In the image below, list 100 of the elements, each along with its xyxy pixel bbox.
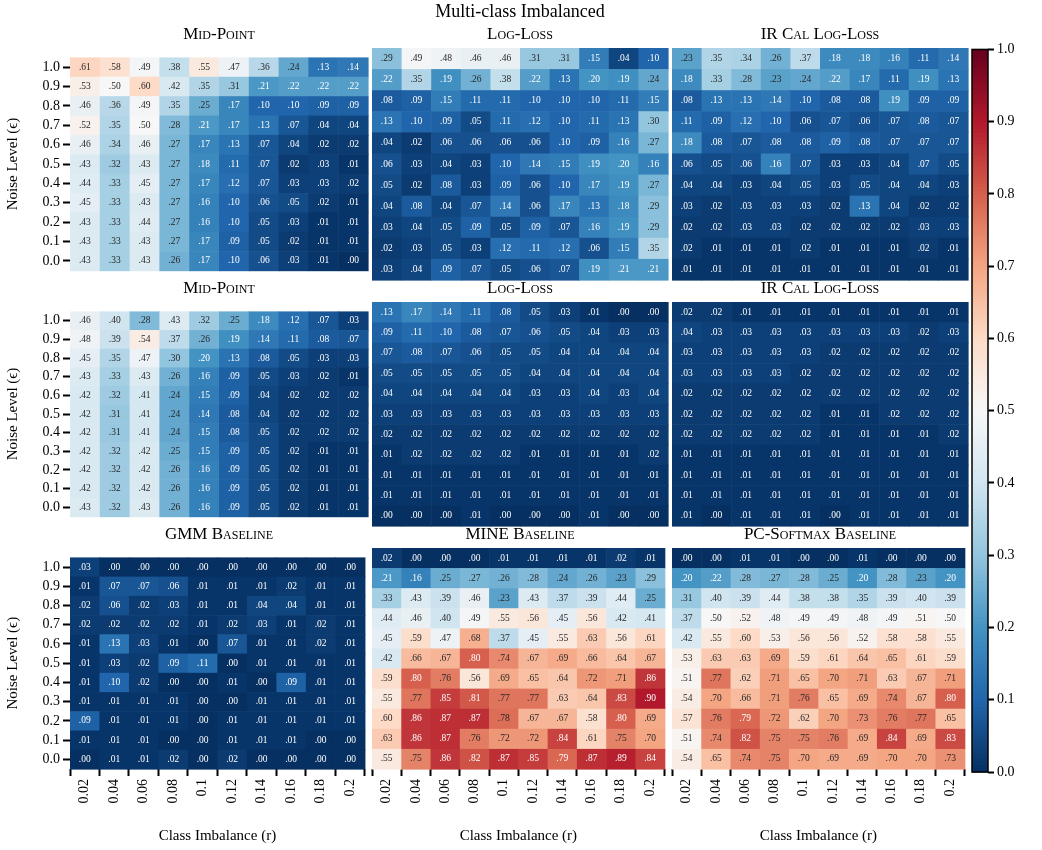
data-label: .76	[439, 673, 452, 684]
data-label: .01	[710, 489, 723, 500]
data-label: .51	[680, 733, 693, 744]
data-label: .35	[108, 352, 121, 363]
color-bar-label: 0.2	[997, 619, 1015, 635]
data-label: .00	[167, 676, 180, 687]
data-label: .50	[709, 612, 723, 623]
color-bar-label: 0.7	[997, 257, 1015, 273]
data-label: .42	[78, 389, 92, 400]
data-label: .09	[78, 715, 91, 726]
data-label: .07	[226, 638, 239, 649]
data-label: .16	[617, 137, 630, 148]
data-label: .11	[588, 116, 601, 127]
data-label: .00	[410, 510, 423, 521]
data-label: .04	[528, 367, 541, 378]
data-label: .06	[469, 137, 482, 148]
data-label: .01	[947, 510, 960, 521]
data-label: .02	[680, 388, 693, 399]
data-label: .31	[108, 408, 121, 419]
data-label: .38	[827, 592, 840, 603]
data-label: .00	[914, 552, 928, 563]
data-label: .45	[138, 177, 151, 188]
data-label: .42	[380, 653, 393, 663]
data-label: .07	[469, 263, 482, 274]
data-label: .04	[647, 367, 660, 378]
data-label: .29	[380, 53, 393, 64]
data-label: .11	[196, 657, 209, 668]
data-label: .05	[858, 179, 871, 190]
data-label: .09	[227, 445, 241, 456]
data-label: .02	[380, 242, 393, 253]
data-label: .41	[138, 389, 151, 400]
x-axis-title: Class Imbalance (r)	[459, 826, 578, 844]
data-label: .01	[947, 449, 960, 460]
data-label: .24	[287, 61, 300, 72]
data-label: .49	[138, 100, 151, 111]
data-label: .87	[585, 753, 598, 764]
data-label: .42	[168, 80, 181, 91]
data-label: .56	[527, 612, 540, 623]
y-tick-label: 0.4	[42, 424, 60, 440]
data-label: .42	[78, 427, 92, 438]
data-label: .08	[858, 95, 871, 106]
data-label: .01	[680, 263, 693, 274]
data-label: .02	[710, 221, 723, 232]
data-label: .06	[528, 200, 541, 211]
data-label: .02	[347, 408, 360, 419]
data-label: .14	[769, 95, 782, 106]
data-label: .01	[317, 255, 330, 266]
data-label: .13	[740, 95, 753, 106]
data-label: .05	[528, 347, 541, 358]
data-label: .01	[285, 657, 298, 668]
data-label: .01	[769, 242, 782, 253]
data-label: .42	[78, 464, 92, 475]
data-label: .70	[885, 753, 898, 764]
data-label: .01	[947, 469, 960, 480]
chart-title: GMM Baseline	[163, 523, 275, 545]
data-label: .27	[647, 179, 660, 190]
data-label: .54	[138, 333, 151, 344]
data-label: .03	[710, 327, 723, 338]
data-label: .02	[614, 552, 628, 563]
data-label: .87	[497, 753, 510, 764]
chart-title: Mid-Point	[182, 277, 256, 299]
y-tick-label: 1.0	[42, 558, 60, 574]
data-label: .01	[888, 510, 901, 521]
data-label: .00	[440, 510, 453, 521]
data-label: .08	[227, 408, 241, 419]
data-label: .12	[558, 242, 571, 253]
data-label: .00	[885, 552, 898, 563]
data-label: .14	[440, 306, 453, 317]
data-label: .12	[499, 242, 512, 253]
data-label: .50	[138, 119, 151, 130]
data-label: .05	[380, 179, 393, 190]
data-label: .00	[196, 696, 209, 707]
data-label: .01	[947, 306, 960, 317]
data-label: .01	[527, 552, 540, 563]
data-label: .28	[168, 119, 181, 130]
data-label: .02	[137, 676, 150, 687]
data-label: .01	[828, 449, 841, 460]
data-label: .11	[287, 333, 300, 344]
data-label: .62	[739, 673, 752, 684]
data-label: .02	[558, 428, 571, 439]
data-label: .01	[799, 306, 812, 317]
data-label: .01	[344, 715, 357, 726]
data-label: .75	[768, 733, 781, 744]
color-bar-label: 0.3	[997, 546, 1015, 562]
data-label: .13	[588, 200, 601, 211]
data-label: .03	[108, 657, 121, 668]
y-tick-label: 1.0	[42, 58, 60, 74]
data-label: .02	[287, 236, 300, 247]
data-label: .01	[769, 469, 782, 480]
data-label: .05	[947, 158, 960, 169]
data-label: .43	[138, 197, 151, 208]
data-label: .76	[797, 693, 810, 704]
data-label: .69	[768, 653, 781, 663]
data-label: .01	[710, 242, 723, 253]
data-label: .08	[440, 179, 453, 190]
data-label: .03	[317, 352, 330, 363]
data-label: .59	[380, 673, 393, 684]
data-label: .01	[740, 263, 753, 274]
x-tick-label: 0.12	[524, 779, 540, 804]
data-label: .01	[888, 428, 901, 439]
